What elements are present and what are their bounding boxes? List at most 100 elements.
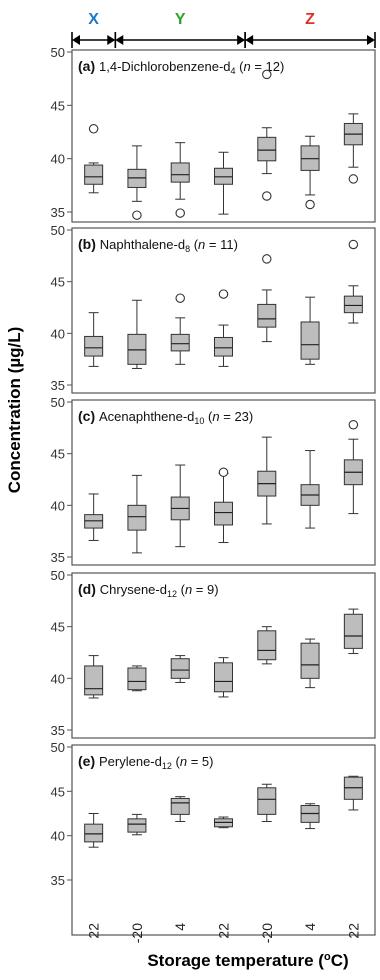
outlier-point: [88, 124, 99, 134]
panel-title: (d) Chrysene-d12 (n = 9): [78, 581, 219, 599]
box-1: [127, 474, 147, 554]
panel-c: 35 40 45 50 (c) Acenaphthene-d10 (n = 23): [51, 395, 376, 566]
box-iqr: [170, 333, 190, 352]
box-5: [300, 296, 320, 365]
group-bracket-arrow-right: [367, 35, 375, 45]
outlier-point: [348, 174, 359, 184]
box-1: [127, 299, 147, 369]
y-tick-label: 35: [51, 873, 65, 888]
y-tick-label: 40: [51, 498, 65, 513]
outlier-point: [175, 293, 185, 303]
panel-frame: [71, 227, 376, 394]
box-6: [343, 775, 363, 811]
y-tick-label: 35: [51, 723, 65, 738]
panel-a: 35 40 45 50 (a) 1,4-Dichlorobenzene-d4 (n = …: [51, 45, 376, 223]
x-tick-label: 4: [172, 923, 188, 931]
panel-frame: [71, 744, 376, 936]
box-0: [84, 655, 104, 699]
box-0: [84, 493, 104, 541]
box-iqr: [170, 658, 190, 679]
box-4: [257, 436, 277, 525]
outlier-point: [348, 239, 359, 250]
panel-d: 35 40 45 50 (d) Chrysene-d12 (n = 9): [51, 568, 376, 739]
x-axis-label: Storage temperature (oC): [147, 951, 348, 970]
y-tick-label: 35: [51, 378, 65, 393]
box-6: [343, 608, 363, 655]
box-0: [84, 312, 104, 367]
box-3: [214, 289, 233, 367]
box-iqr: [257, 630, 277, 661]
panel-b: 35 40 45 50 (b) Naphthalene-d8 (n = 11): [51, 223, 376, 394]
x-tick-label: -20: [259, 923, 275, 943]
outlier-point: [305, 199, 315, 210]
box-6: [343, 113, 363, 184]
box-3: [214, 151, 233, 215]
y-axis-label: Concentration (µg/L): [5, 327, 24, 494]
box-2: [170, 142, 190, 218]
box-iqr: [214, 662, 233, 693]
box-5: [300, 450, 320, 529]
box-4: [257, 783, 277, 822]
y-tick-label: 35: [51, 205, 65, 220]
y-tick-label: 45: [51, 447, 65, 462]
box-3: [214, 657, 233, 698]
box-iqr: [127, 504, 147, 531]
group-bracket-arrow-left: [115, 35, 124, 45]
box-iqr: [257, 136, 277, 162]
y-tick-label: 40: [51, 829, 65, 844]
group-bracket-z: Z: [244, 11, 376, 48]
box-1: [127, 145, 147, 220]
outlier-point: [348, 419, 359, 430]
y-tick-label: 50: [51, 568, 65, 583]
box-4: [257, 254, 277, 343]
box-4: [257, 69, 277, 201]
y-tick-label: 40: [51, 326, 65, 341]
y-tick-label: 50: [51, 395, 65, 410]
box-iqr: [214, 501, 233, 526]
box-iqr: [257, 787, 277, 815]
box-6: [343, 419, 363, 515]
box-iqr: [127, 667, 147, 691]
outlier-point: [262, 191, 272, 201]
box-iqr: [343, 613, 363, 649]
outlier-point: [262, 254, 272, 264]
y-tick-label: 50: [51, 740, 65, 755]
box-iqr: [214, 336, 233, 357]
box-5: [300, 135, 320, 210]
box-iqr: [84, 823, 104, 843]
box-6: [343, 239, 363, 324]
box-2: [170, 293, 190, 365]
group-bracket-arrow-left: [245, 35, 254, 45]
box-5: [300, 803, 320, 830]
y-tick-label: 40: [51, 671, 65, 686]
box-iqr: [127, 818, 147, 833]
panel-title: (b) Naphthalene-d8 (n = 11): [78, 236, 238, 254]
box-iqr: [300, 321, 320, 360]
y-tick-label: 50: [51, 45, 65, 60]
outlier-point: [175, 208, 185, 218]
y-tick-label: 45: [51, 98, 65, 113]
panel-title: (c) Acenaphthene-d10 (n = 23): [78, 408, 253, 426]
x-tick-label: 22: [345, 923, 361, 939]
panel-frame: [71, 572, 376, 739]
box-iqr: [343, 295, 363, 314]
box-2: [170, 796, 190, 822]
x-tick-label: 4: [302, 923, 318, 931]
group-label-z: Z: [305, 11, 315, 28]
box-iqr: [84, 665, 104, 696]
box-iqr: [170, 797, 190, 815]
y-tick-label: 50: [51, 223, 65, 238]
y-tick-label: 35: [51, 550, 65, 565]
box-3: [214, 467, 233, 544]
box-5: [300, 638, 320, 689]
outlier-point: [132, 210, 142, 220]
box-1: [127, 665, 147, 692]
x-tick-label: 22: [216, 923, 232, 939]
x-tick-label: -20: [129, 923, 145, 943]
box-iqr: [170, 162, 190, 183]
group-label-x: X: [88, 11, 99, 28]
box-1: [127, 813, 147, 836]
panel-title: (e) Perylene-d12 (n = 5): [78, 753, 213, 771]
